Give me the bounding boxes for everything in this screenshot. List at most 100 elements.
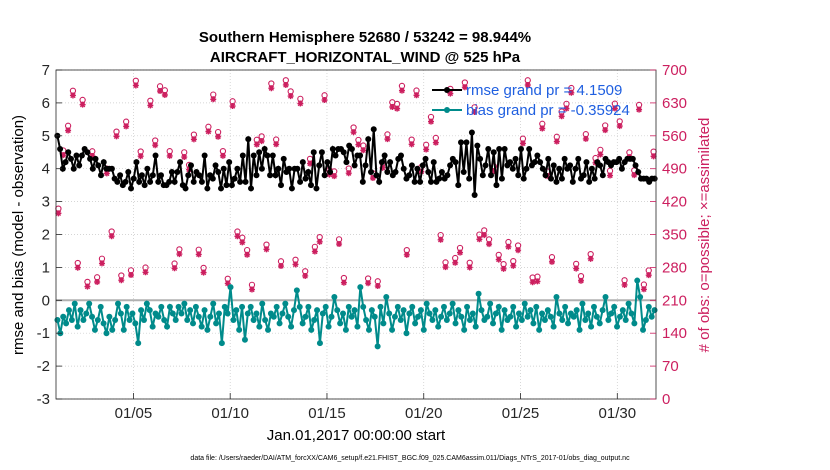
obs-assimilated-marker xyxy=(379,164,386,171)
bias-point xyxy=(440,303,447,310)
bias-point xyxy=(446,310,453,317)
obs-assimilated-marker xyxy=(234,233,241,240)
bias-point xyxy=(140,317,147,324)
bias-point xyxy=(590,303,597,310)
bias-point xyxy=(553,294,560,301)
rmse-point xyxy=(400,165,407,172)
bias-point xyxy=(625,300,632,307)
bias-point xyxy=(288,323,295,330)
bias-point xyxy=(573,307,580,314)
obs-assimilated-marker xyxy=(302,272,309,279)
y-right-tick-label: 210 xyxy=(662,292,687,309)
rmse-point xyxy=(242,178,249,185)
rmse-point xyxy=(59,165,66,172)
rmse-point xyxy=(321,172,328,179)
rmse-point xyxy=(365,136,372,143)
y-right-tick-label: 490 xyxy=(662,161,687,178)
obs-assimilated-marker xyxy=(607,172,614,179)
obs-assimilated-marker xyxy=(432,139,439,146)
rmse-point xyxy=(108,165,115,172)
bias-point xyxy=(215,310,222,317)
bias-point xyxy=(495,303,502,310)
obs-assimilated-marker xyxy=(563,105,570,112)
bias-point xyxy=(541,317,548,324)
rmse-point xyxy=(471,192,478,199)
obs-assimilated-marker xyxy=(558,113,565,120)
rmse-point xyxy=(651,175,658,182)
obs-assimilated-marker xyxy=(190,136,197,143)
bias-point xyxy=(360,303,367,310)
bias-point xyxy=(403,330,410,337)
bias-point xyxy=(213,320,220,327)
obs-assimilated-marker xyxy=(582,135,589,142)
obs-assimilated-marker xyxy=(103,170,110,177)
bias-point xyxy=(640,326,647,333)
rmse-point xyxy=(408,162,415,169)
rmse-point xyxy=(302,175,309,182)
bias-point xyxy=(190,320,197,327)
rmse-point xyxy=(378,159,385,166)
bias-point xyxy=(164,323,171,330)
bias-point xyxy=(599,307,606,314)
y-right-tick-label: 420 xyxy=(662,194,687,211)
rmse-point xyxy=(526,145,533,152)
rmse-point xyxy=(477,155,484,162)
rmse-point xyxy=(125,168,132,175)
rmse-point xyxy=(218,185,224,192)
rmse-point xyxy=(542,172,549,179)
obs-assimilated-marker xyxy=(457,249,464,256)
rmse-point xyxy=(133,159,140,166)
x-axis-label: Jan.01,2017 00:00:00 start xyxy=(267,427,446,444)
bias-point xyxy=(619,307,626,314)
bias-point xyxy=(328,313,335,320)
x-tick-label: 01/05 xyxy=(115,405,153,422)
rmse-point xyxy=(258,165,265,172)
bias-point xyxy=(389,326,396,333)
rmse-point xyxy=(466,175,473,182)
rmse-point xyxy=(310,149,317,156)
bias-point xyxy=(452,320,459,327)
bias-point xyxy=(302,313,309,320)
bias-point xyxy=(648,313,655,320)
rmse-point xyxy=(398,152,404,159)
bias-point xyxy=(487,300,494,307)
bias-point xyxy=(357,284,364,291)
y-right-tick-label: 560 xyxy=(662,128,687,145)
rmse-point xyxy=(198,178,205,185)
rmse-point xyxy=(531,159,538,166)
rmse-point xyxy=(138,172,145,179)
obs-assimilated-marker xyxy=(437,236,444,243)
bias-point xyxy=(443,317,450,324)
rmse-point xyxy=(629,155,636,162)
bias-point xyxy=(253,310,260,317)
obs-assimilated-marker xyxy=(195,251,202,258)
bias-point xyxy=(461,326,468,333)
bias-point xyxy=(449,300,456,307)
obs-assimilated-marker xyxy=(268,85,275,92)
bias-point xyxy=(533,303,540,310)
rmse-point xyxy=(414,165,421,172)
bias-point xyxy=(539,310,546,317)
bias-point xyxy=(331,294,338,301)
rmse-point xyxy=(362,162,369,169)
obs-assimilated-marker xyxy=(229,103,236,110)
rmse-point xyxy=(520,175,527,182)
rmse-point xyxy=(507,159,514,166)
bias-point xyxy=(166,303,173,310)
bias-point xyxy=(608,310,615,317)
bias-point xyxy=(192,303,199,310)
rmse-point xyxy=(155,178,162,185)
obs-assimilated-marker xyxy=(369,175,376,182)
obs-assimilated-marker xyxy=(60,152,67,159)
rmse-point xyxy=(141,182,148,189)
obs-assimilated-marker xyxy=(636,106,643,113)
bias-point xyxy=(155,313,162,320)
rmse-point xyxy=(351,162,358,169)
rmse-point xyxy=(122,178,129,185)
bias-point xyxy=(71,300,78,307)
rmse-point xyxy=(220,165,227,172)
bias-point xyxy=(314,307,321,314)
bias-point xyxy=(74,323,81,330)
obs-assimilated-marker xyxy=(336,241,343,248)
bias-point xyxy=(374,343,381,350)
